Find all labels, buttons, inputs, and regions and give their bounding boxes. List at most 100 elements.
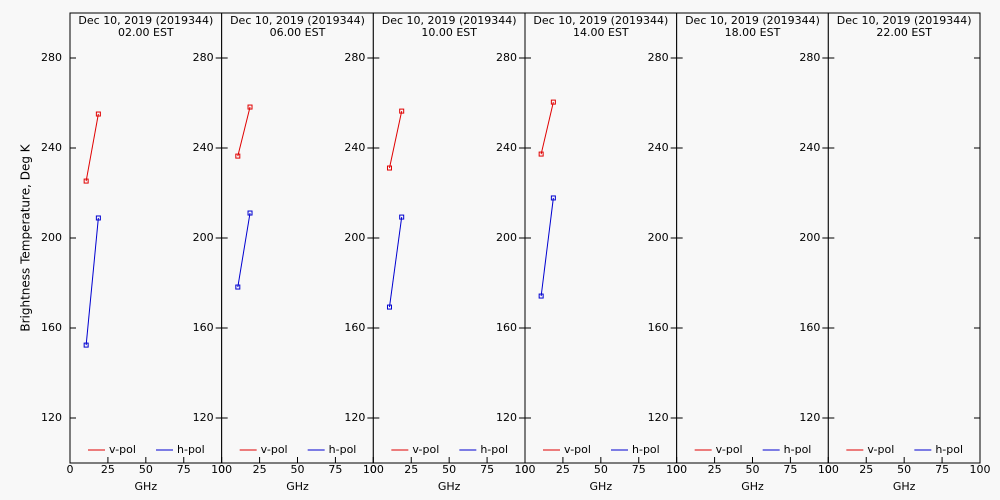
y-tick-label: 120 xyxy=(648,411,669,424)
x-tick-label: 50 xyxy=(291,463,305,476)
data-point xyxy=(95,111,101,117)
y-tick-label: 200 xyxy=(496,231,517,244)
x-tick-label: 50 xyxy=(746,463,760,476)
data-point xyxy=(83,342,89,348)
legend-label: v-pol xyxy=(109,443,136,456)
x-tick-label: 0 xyxy=(370,463,377,476)
x-tick-label: 75 xyxy=(177,463,191,476)
legend-label: h-pol xyxy=(177,443,205,456)
y-tick-label: 240 xyxy=(344,141,365,154)
plot-frame xyxy=(221,12,374,464)
x-tick-label: 25 xyxy=(253,463,267,476)
x-axis-label: GHz xyxy=(438,480,461,493)
y-tick-label: 160 xyxy=(799,321,820,334)
panel-title: Dec 10, 2019 (2019344) xyxy=(382,14,517,27)
data-point xyxy=(550,99,556,105)
data-point xyxy=(550,195,556,201)
plot-frame xyxy=(524,12,678,464)
series-line xyxy=(237,212,251,288)
y-tick-label: 200 xyxy=(344,231,365,244)
x-tick-label: 0 xyxy=(218,463,225,476)
x-tick-label: 75 xyxy=(632,463,646,476)
data-point xyxy=(538,151,544,157)
x-tick-label: 50 xyxy=(897,463,911,476)
x-tick-label: 0 xyxy=(67,463,74,476)
y-tick-label: 200 xyxy=(41,231,62,244)
x-tick-label: 0 xyxy=(673,463,680,476)
panel-subtitle: 14.00 EST xyxy=(573,26,629,39)
panel-title: Dec 10, 2019 (2019344) xyxy=(533,14,668,27)
x-tick-label: 25 xyxy=(404,463,418,476)
data-point xyxy=(83,178,89,184)
x-tick-label: 75 xyxy=(480,463,494,476)
x-axis-label: GHz xyxy=(286,480,309,493)
x-tick-label: 25 xyxy=(101,463,115,476)
x-tick-label: 100 xyxy=(666,463,687,476)
y-tick-label: 240 xyxy=(648,141,669,154)
x-tick-label: 100 xyxy=(818,463,839,476)
y-tick-label: 120 xyxy=(799,411,820,424)
y-tick-label: 160 xyxy=(41,321,62,334)
y-tick-label: 240 xyxy=(193,141,214,154)
x-tick-label: 75 xyxy=(328,463,342,476)
y-tick-label: 280 xyxy=(496,51,517,64)
legend-label: v-pol xyxy=(412,443,439,456)
y-tick-label: 120 xyxy=(193,411,214,424)
y-tick-label: 160 xyxy=(648,321,669,334)
series-line xyxy=(237,106,251,157)
panel-title: Dec 10, 2019 (2019344) xyxy=(837,14,972,27)
x-axis-label: GHz xyxy=(741,480,764,493)
x-tick-label: 0 xyxy=(522,463,529,476)
legend-label: v-pol xyxy=(716,443,743,456)
panel-subtitle: 18.00 EST xyxy=(725,26,781,39)
legend-label: v-pol xyxy=(867,443,894,456)
y-tick-label: 120 xyxy=(41,411,62,424)
x-tick-label: 100 xyxy=(363,463,384,476)
x-axis-label: GHz xyxy=(135,480,158,493)
data-point xyxy=(235,153,241,159)
y-tick-label: 280 xyxy=(193,51,214,64)
plot-frame xyxy=(827,12,981,464)
data-point xyxy=(235,284,241,290)
panel-title: Dec 10, 2019 (2019344) xyxy=(685,14,820,27)
panel-subtitle: 22.00 EST xyxy=(876,26,932,39)
y-tick-label: 280 xyxy=(648,51,669,64)
x-tick-label: 25 xyxy=(859,463,873,476)
legend-label: v-pol xyxy=(564,443,591,456)
legend-label: h-pol xyxy=(329,443,357,456)
panel-title: Dec 10, 2019 (2019344) xyxy=(230,14,365,27)
legend-label: h-pol xyxy=(632,443,660,456)
x-tick-label: 25 xyxy=(708,463,722,476)
data-point xyxy=(399,214,405,220)
y-tick-label: 200 xyxy=(799,231,820,244)
x-tick-label: 50 xyxy=(594,463,608,476)
y-tick-label: 240 xyxy=(496,141,517,154)
data-point xyxy=(247,210,253,216)
legend-label: h-pol xyxy=(480,443,508,456)
y-tick-label: 200 xyxy=(193,231,214,244)
y-tick-label: 160 xyxy=(193,321,214,334)
y-tick-label: 160 xyxy=(344,321,365,334)
data-point xyxy=(95,215,101,221)
y-tick-label: 120 xyxy=(344,411,365,424)
legend-label: h-pol xyxy=(935,443,963,456)
y-tick-label: 280 xyxy=(799,51,820,64)
data-point xyxy=(386,165,392,171)
x-tick-label: 75 xyxy=(935,463,949,476)
data-point xyxy=(247,104,253,110)
legend-label: h-pol xyxy=(784,443,812,456)
x-axis-label: GHz xyxy=(590,480,613,493)
series-line xyxy=(388,217,403,308)
y-tick-label: 240 xyxy=(41,141,62,154)
series-line xyxy=(540,197,554,297)
y-tick-label: 280 xyxy=(41,51,62,64)
series-line xyxy=(388,110,403,169)
x-tick-label: 0 xyxy=(825,463,832,476)
y-tick-label: 240 xyxy=(799,141,820,154)
x-tick-label: 25 xyxy=(556,463,570,476)
series-line xyxy=(540,101,554,155)
series-line xyxy=(85,217,99,346)
x-axis-label: GHz xyxy=(893,480,916,493)
x-tick-label: 100 xyxy=(515,463,536,476)
